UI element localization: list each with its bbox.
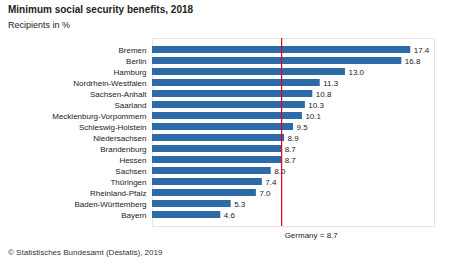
svg-text:10.1: 10.1 <box>305 112 321 121</box>
svg-text:Sachsen: Sachsen <box>115 167 146 176</box>
svg-text:8.9: 8.9 <box>288 134 300 143</box>
svg-text:Rheinland-Pfalz: Rheinland-Pfalz <box>90 189 146 198</box>
svg-text:13.0: 13.0 <box>348 68 364 77</box>
svg-text:Germany = 8.7: Germany = 8.7 <box>285 231 339 240</box>
svg-text:4.6: 4.6 <box>224 211 236 220</box>
svg-text:8.7: 8.7 <box>285 145 297 154</box>
svg-text:Thüringen: Thüringen <box>110 178 146 187</box>
svg-text:Bremen: Bremen <box>118 46 146 55</box>
svg-text:Sachsen-Anhalt: Sachsen-Anhalt <box>90 90 147 99</box>
svg-text:10.8: 10.8 <box>316 90 332 99</box>
svg-text:Berlin: Berlin <box>126 57 146 66</box>
svg-text:Nordrhein-Westfalen: Nordrhein-Westfalen <box>73 79 146 88</box>
svg-text:11.3: 11.3 <box>323 79 339 88</box>
svg-text:8.7: 8.7 <box>285 156 297 165</box>
svg-text:10.3: 10.3 <box>308 101 324 110</box>
svg-text:Hamburg: Hamburg <box>114 68 147 77</box>
svg-text:Brandenburg: Brandenburg <box>100 145 146 154</box>
html-text:Recipients in %: Recipients in % <box>8 20 70 30</box>
svg-text:8.0: 8.0 <box>274 167 286 176</box>
svg-text:9.5: 9.5 <box>297 123 309 132</box>
svg-text:16.8: 16.8 <box>405 57 421 66</box>
svg-text:Saarland: Saarland <box>114 101 146 110</box>
html-text:Minimum social security benefi: Minimum social security benefits, 2018 <box>8 4 194 15</box>
svg-text:Baden-Württemberg: Baden-Württemberg <box>74 200 146 209</box>
svg-text:Niedersachsen: Niedersachsen <box>93 134 146 143</box>
svg-text:17.4: 17.4 <box>414 46 430 55</box>
svg-text:5.3: 5.3 <box>234 200 246 209</box>
svg-text:Hessen: Hessen <box>119 156 146 165</box>
html-text:© Statistisches Bundesamt (Des: © Statistisches Bundesamt (Destatis), 20… <box>8 248 163 257</box>
svg-text:Schleswig-Holstein: Schleswig-Holstein <box>79 123 147 132</box>
svg-text:Bayern: Bayern <box>121 211 146 220</box>
svg-text:Mecklenburg-Vorpommern: Mecklenburg-Vorpommern <box>52 112 146 121</box>
svg-text:7.0: 7.0 <box>259 189 271 198</box>
svg-text:7.4: 7.4 <box>265 178 277 187</box>
